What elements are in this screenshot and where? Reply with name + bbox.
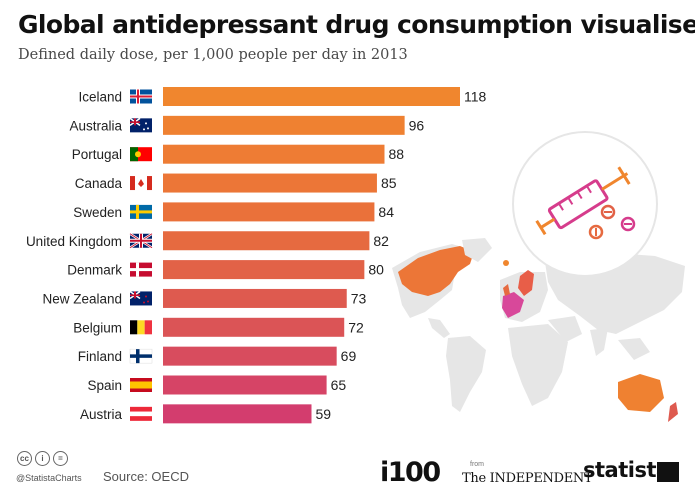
finland-flag-icon (129, 348, 153, 364)
canada-region (398, 246, 474, 296)
world-map-icon (392, 238, 685, 422)
chart-title: Global antidepressant drug consumption v… (18, 10, 695, 39)
portugal-flag-icon (130, 147, 152, 162)
category-label: United Kingdom (26, 234, 122, 249)
scandinavia-region (518, 270, 534, 296)
category-label: Canada (75, 176, 123, 191)
sweden-flag-icon (130, 204, 152, 219)
new-zealand-flag-icon (129, 290, 152, 306)
category-label: Sweden (73, 205, 122, 220)
value-label: 72 (348, 319, 364, 335)
statista-handle: @StatistaCharts (16, 473, 82, 483)
category-label: Australia (69, 118, 122, 133)
spain-flag-icon (130, 378, 152, 392)
value-label: 73 (351, 290, 367, 306)
bar-finland (163, 346, 337, 366)
bar-new-zealand (163, 288, 347, 308)
new-zealand-region (668, 402, 678, 422)
bar-sweden (163, 202, 375, 222)
austria-flag-icon (130, 406, 152, 421)
bar-iceland (163, 87, 460, 106)
uk-region (503, 284, 510, 296)
iceland-region (503, 260, 509, 266)
pill-icon (588, 204, 636, 240)
statista-logo: statista (583, 458, 670, 482)
category-label: Portugal (72, 147, 122, 162)
value-label: 96 (409, 117, 425, 133)
value-label: 118 (464, 89, 487, 105)
united-kingdom-flag-icon (129, 232, 153, 249)
australia-flag-icon (129, 117, 152, 133)
value-label: 65 (331, 377, 347, 393)
canada-flag-icon (130, 176, 152, 191)
bar-austria (163, 404, 312, 424)
category-label: Austria (80, 407, 123, 422)
value-label: 84 (378, 204, 394, 220)
from-label: from (470, 461, 484, 468)
bar-united-kingdom (163, 231, 370, 251)
cc-icon: cc (17, 451, 32, 466)
syringe-illustration (512, 131, 658, 277)
bar-series (163, 87, 460, 424)
no-derivatives-icon: = (53, 451, 68, 466)
category-label: Belgium (73, 320, 122, 335)
license-icons: cc i = (17, 451, 68, 466)
value-label: 82 (373, 233, 389, 249)
bar-spain (163, 375, 327, 395)
iceland-flag-icon (130, 89, 152, 104)
chart-subtitle: Defined daily dose, per 1,000 people per… (18, 47, 408, 63)
source-note: Source: OECD (103, 469, 189, 484)
bar-portugal (163, 144, 385, 164)
category-label: Finland (78, 349, 122, 364)
attribution-icon: i (35, 451, 50, 466)
value-label: 69 (341, 348, 357, 364)
western-europe-region (502, 292, 524, 318)
bar-belgium (163, 317, 345, 337)
category-label: Denmark (67, 263, 122, 278)
belgium-flag-icon (130, 320, 152, 335)
i100-logo: i100 (380, 457, 441, 488)
value-label: 80 (368, 262, 384, 278)
category-label: New Zealand (42, 291, 122, 306)
category-labels: Iceland Australia Portugal Canada Sweden Unit… (26, 90, 123, 422)
syringe-icon (535, 166, 631, 236)
flag-column (129, 89, 153, 421)
bar-australia (163, 115, 405, 135)
denmark-flag-icon (130, 262, 152, 277)
bar-canada (163, 173, 377, 193)
value-label: 85 (381, 175, 397, 191)
independent-logo: The INDEPENDENT (462, 471, 593, 486)
category-label: Spain (87, 378, 122, 393)
statista-mark-icon (657, 462, 679, 482)
australia-region (618, 374, 664, 412)
bar-denmark (163, 260, 365, 280)
category-label: Iceland (78, 90, 122, 105)
value-label: 88 (388, 146, 404, 162)
value-label: 59 (316, 406, 332, 422)
